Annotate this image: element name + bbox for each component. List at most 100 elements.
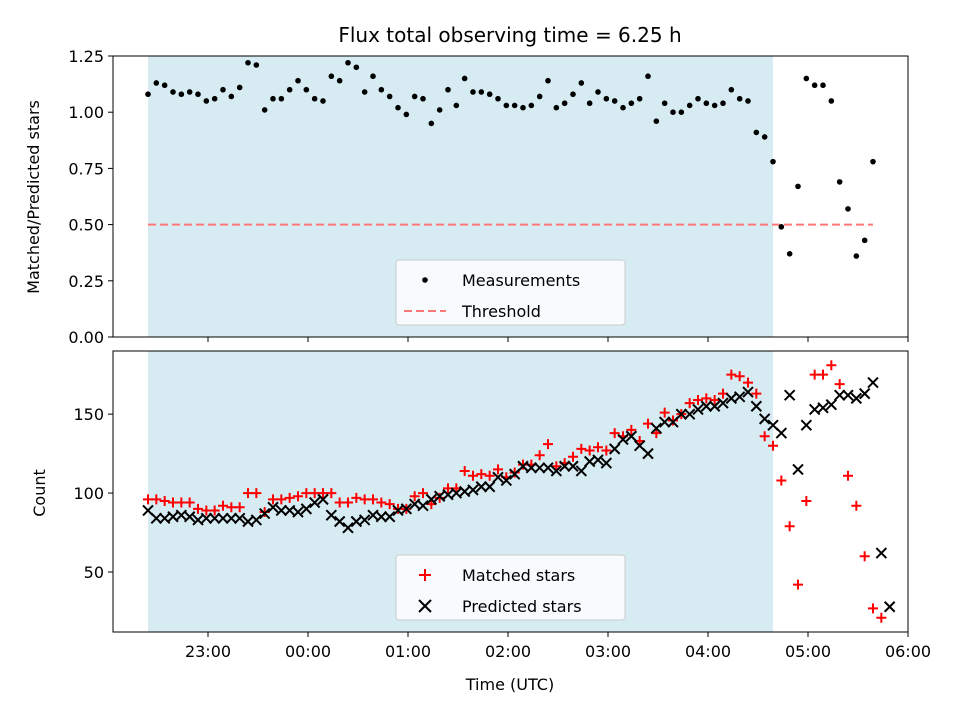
data-point [258, 507, 271, 520]
data-point [751, 388, 762, 399]
x-tick-label: 04:00 [685, 642, 731, 661]
data-point [734, 371, 745, 382]
data-point [793, 579, 803, 590]
data-point [253, 62, 260, 68]
data-point [759, 431, 770, 442]
data-point [758, 413, 771, 425]
data-point [768, 440, 778, 451]
data-point [301, 488, 312, 499]
data-point [311, 95, 318, 102]
data-point [786, 251, 793, 257]
data-point [320, 98, 326, 104]
data-point [545, 77, 551, 84]
legend-marker [419, 569, 431, 581]
data-point [345, 59, 351, 66]
data-point [792, 463, 804, 476]
data-point [292, 506, 304, 518]
y-tick-label: 100 [73, 484, 104, 503]
data-point [509, 467, 520, 478]
ratio-plot-panel: 0.00 0.25 0.50 0.75 1.00 1.25 Measurements Thre… [68, 47, 909, 347]
data-point [186, 89, 193, 95]
data-point [295, 77, 301, 84]
data-point [842, 389, 854, 401]
data-point [434, 492, 445, 503]
data-point [453, 102, 460, 109]
data-point [209, 505, 220, 516]
data-point [511, 102, 518, 109]
data-point [711, 102, 718, 109]
legend-label: Matched stars [462, 566, 575, 585]
data-point [378, 86, 385, 93]
data-point [625, 430, 638, 442]
data-point [608, 443, 621, 455]
legend-marker [422, 277, 428, 283]
data-point [784, 521, 795, 532]
data-point [870, 158, 876, 165]
data-point [375, 511, 388, 523]
data-point [708, 400, 721, 412]
data-point [520, 104, 526, 111]
data-point [728, 86, 735, 93]
data-point [578, 80, 585, 86]
data-point [326, 488, 337, 499]
data-point [184, 497, 195, 508]
data-point [153, 80, 160, 86]
y-tick-label: 1.00 [68, 103, 104, 122]
data-point [883, 601, 896, 613]
data-point [411, 93, 418, 100]
data-point [417, 500, 429, 512]
legend-label: Threshold [461, 302, 541, 321]
data-point [876, 612, 887, 623]
data-point [701, 393, 712, 404]
data-point [475, 481, 488, 493]
data-point [742, 386, 754, 398]
x-tick-label: 05:00 [785, 642, 831, 661]
data-point [600, 457, 613, 469]
data-point [733, 391, 746, 403]
data-point [868, 603, 878, 614]
data-point [161, 82, 168, 89]
data-point [775, 427, 788, 439]
data-point [743, 377, 753, 388]
data-point [645, 73, 651, 80]
legend-box [395, 554, 626, 621]
x-tick-label: 23:00 [185, 642, 231, 661]
data-point [783, 389, 796, 401]
data-point [586, 100, 593, 107]
data-point [609, 428, 620, 439]
data-point [151, 494, 162, 505]
data-point [851, 500, 862, 511]
data-point [675, 408, 688, 420]
data-point [811, 82, 818, 89]
data-point [658, 416, 671, 428]
data-point [820, 82, 826, 89]
data-point [358, 514, 371, 526]
data-point [159, 495, 170, 506]
x-tick-label: 03:00 [585, 642, 631, 661]
legend: Measurements Threshold [395, 259, 626, 326]
data-point [176, 497, 187, 508]
data-point [553, 104, 560, 111]
data-point [850, 392, 863, 405]
data-point [200, 512, 213, 525]
data-point [695, 95, 701, 102]
data-point [395, 104, 401, 111]
data-point [525, 462, 538, 474]
data-point [726, 369, 737, 380]
data-point [484, 470, 495, 481]
data-point [225, 512, 238, 525]
x-tick-label: 06:00 [885, 642, 931, 661]
data-point [636, 95, 643, 102]
data-point [284, 492, 295, 503]
data-point [684, 398, 695, 409]
data-point [461, 75, 468, 82]
data-point [245, 59, 251, 66]
data-point [220, 86, 226, 93]
y-tick-label: 50 [84, 563, 104, 582]
data-point [425, 493, 438, 506]
data-point [668, 415, 678, 426]
data-point [628, 100, 635, 107]
data-point [761, 134, 768, 140]
data-point [353, 64, 360, 71]
data-point [803, 75, 810, 82]
